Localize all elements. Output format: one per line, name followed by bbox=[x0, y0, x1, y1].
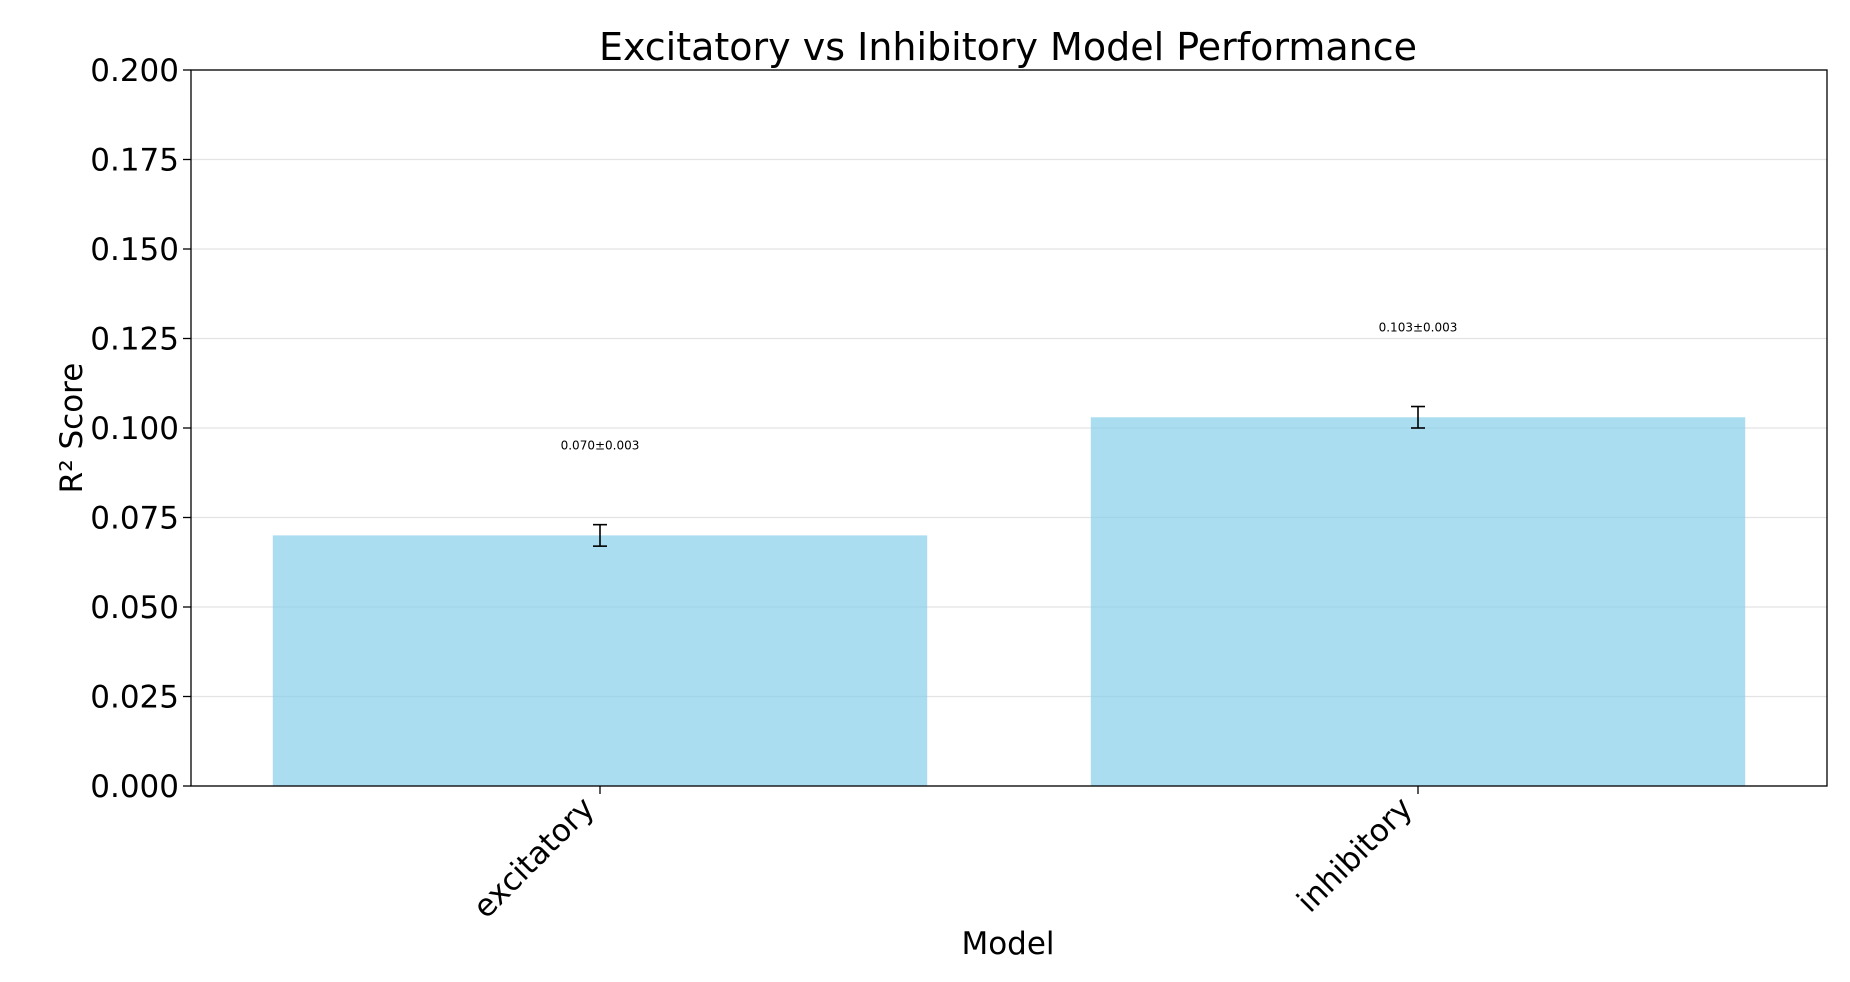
value-labels: 0.070±0.003 0.103±0.003 bbox=[561, 320, 1458, 452]
value-label: 0.103±0.003 bbox=[1379, 320, 1458, 334]
y-tick-label: 0.175 bbox=[90, 143, 179, 179]
bar bbox=[272, 535, 928, 786]
y-tick-label: 0.000 bbox=[90, 769, 179, 805]
y-tick-label: 0.125 bbox=[90, 322, 179, 358]
y-tick-label: 0.200 bbox=[90, 53, 179, 89]
x-axis-label: Model bbox=[961, 926, 1054, 962]
chart-title: Excitatory vs Inhibitory Model Performan… bbox=[599, 25, 1417, 69]
y-axis-label: R² Score bbox=[54, 363, 90, 494]
x-axis: excitatory inhibitory bbox=[466, 786, 1420, 926]
y-tick-label: 0.150 bbox=[90, 232, 179, 268]
bars bbox=[272, 417, 1746, 786]
y-tick-label: 0.075 bbox=[90, 501, 179, 537]
error-bars bbox=[593, 405, 1425, 547]
y-axis: 0.000 0.025 0.050 0.075 0.100 0.125 0.150 0.175… bbox=[90, 53, 191, 805]
x-tick-label: inhibitory bbox=[1290, 790, 1419, 919]
value-label: 0.070±0.003 bbox=[561, 438, 640, 452]
bar bbox=[1090, 417, 1746, 786]
y-tick-label: 0.025 bbox=[90, 680, 179, 716]
x-tick-label: excitatory bbox=[466, 790, 601, 925]
y-tick-label: 0.050 bbox=[90, 590, 179, 626]
y-tick-label: 0.100 bbox=[90, 411, 179, 447]
